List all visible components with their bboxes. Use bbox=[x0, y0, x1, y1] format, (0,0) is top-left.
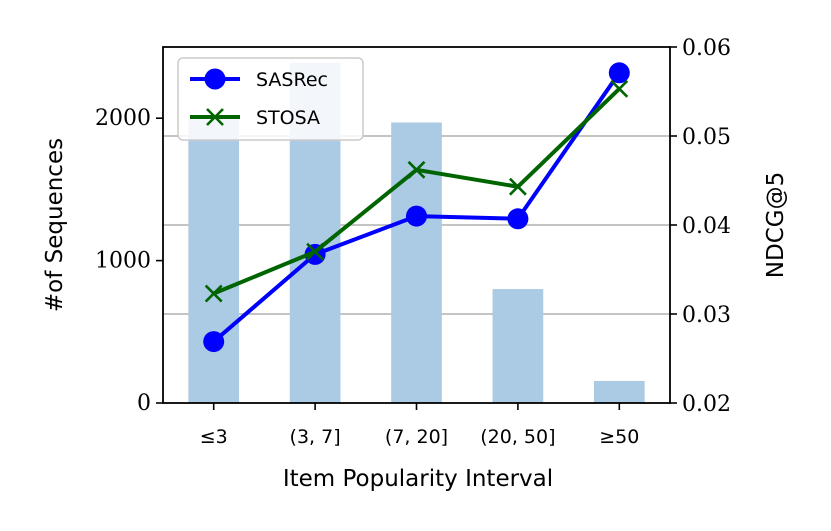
right-y-tick-label: 0.05 bbox=[682, 125, 731, 150]
point-SASRec-0 bbox=[203, 331, 225, 353]
left-y-tick-label: 1000 bbox=[95, 249, 151, 274]
legend-label-STOSA: STOSA bbox=[256, 107, 320, 129]
point-SASRec-2 bbox=[406, 205, 427, 227]
left-y-tick-label: 2000 bbox=[95, 106, 151, 131]
series-lines bbox=[203, 62, 630, 353]
point-STOSA-4 bbox=[610, 79, 629, 98]
bar-0 bbox=[188, 118, 240, 403]
point-SASRec-4 bbox=[608, 62, 630, 84]
right-y-tick-label: 0.02 bbox=[682, 392, 731, 417]
point-STOSA-0 bbox=[204, 284, 223, 303]
point-STOSA-2 bbox=[407, 160, 426, 179]
left-y-tick-label: 0 bbox=[137, 391, 151, 416]
bar-3 bbox=[492, 289, 544, 403]
right-y-tick-label: 0.03 bbox=[682, 303, 731, 328]
right-y-tick-label: 0.04 bbox=[682, 214, 731, 239]
bar-4 bbox=[593, 380, 645, 403]
legend-marker-SASRec bbox=[204, 68, 226, 90]
point-STOSA-1 bbox=[306, 242, 325, 261]
left-y-axis-title: #of Sequences bbox=[42, 138, 68, 312]
point-SASRec-3 bbox=[507, 208, 529, 230]
x-tick-label: (3, 7] bbox=[290, 426, 341, 448]
right-y-tick-label: 0.06 bbox=[682, 36, 731, 61]
bar-2 bbox=[391, 122, 442, 404]
point-STOSA-3 bbox=[508, 177, 527, 196]
legend-marker-STOSA bbox=[206, 108, 224, 126]
x-tick-label: (20, 50] bbox=[480, 426, 555, 448]
axes: 0 1000 2000 0.02 0.03 0.04 0.05 0.06 ≤3 (3, 7] (7,… bbox=[95, 36, 731, 448]
legend: SASRec STOSA bbox=[177, 57, 364, 141]
x-tick-label: ≤3 bbox=[200, 426, 228, 448]
x-tick-label: (7, 20] bbox=[385, 426, 448, 448]
x-tick-label: ≥50 bbox=[599, 426, 639, 448]
legend-label-SASRec: SASRec bbox=[256, 69, 328, 91]
x-axis-title: Item Popularity Interval bbox=[283, 466, 553, 492]
right-y-axis-title: NDCG@5 bbox=[763, 172, 789, 278]
